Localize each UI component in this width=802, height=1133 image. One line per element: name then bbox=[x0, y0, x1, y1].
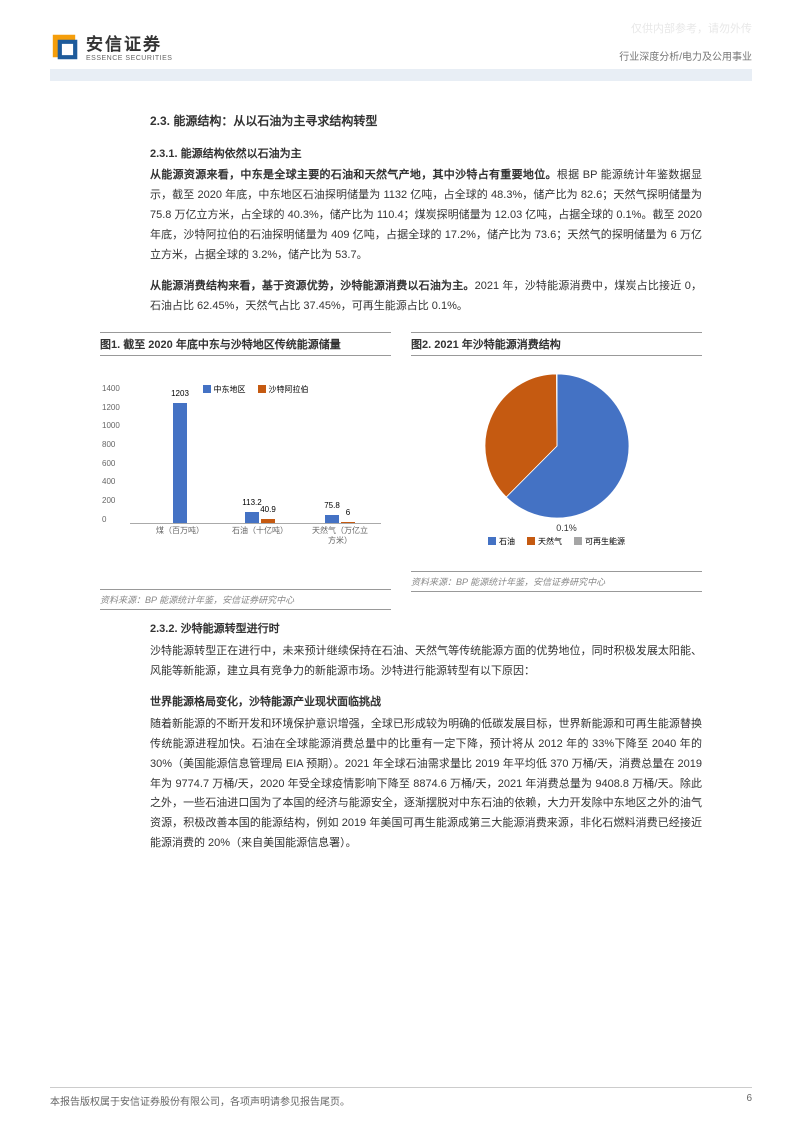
bar-plot: 1203煤（百万吨）113.240.9石油（十亿吨）75.86天然气（万亿立方米… bbox=[130, 384, 381, 524]
pie-svg bbox=[477, 366, 637, 526]
logo-cn: 安信证券 bbox=[86, 30, 172, 55]
logo: 安信证券 ESSENCE SECURITIES bbox=[50, 30, 172, 62]
logo-en: ESSENCE SECURITIES bbox=[86, 55, 172, 62]
bar-yaxis: 0200400600800100012001400 bbox=[102, 384, 120, 524]
pie-labels: 62.45%37.45%0.1% bbox=[477, 531, 637, 691]
section-2-3-title: 2.3. 能源结构：从以石油为主寻求结构转型 bbox=[150, 111, 702, 133]
logo-icon bbox=[50, 32, 78, 60]
footer-page: 6 bbox=[746, 1093, 752, 1108]
bar-chart: 0200400600800100012001400 1203煤（百万吨）113.… bbox=[130, 384, 381, 544]
content-2: 2.3.2. 沙特能源转型进行时 沙特能源转型正在进行中，未来预计继续保持在石油… bbox=[50, 620, 752, 854]
chart1-area: 0200400600800100012001400 1203煤（百万吨）113.… bbox=[100, 384, 391, 584]
section-2-3-1-title: 2.3.1. 能源结构依然以石油为主 bbox=[150, 145, 702, 165]
watermark: 仅供内部参考，请勿外传 bbox=[631, 20, 752, 36]
pie-chart: 62.45%37.45%0.1% bbox=[477, 366, 637, 526]
para-2-3-1-a: 从能源资源来看，中东是全球主要的石油和天然气产地，其中沙特占有重要地位。根据 B… bbox=[150, 166, 702, 265]
chart2-area: 62.45%37.45%0.1% 石油天然气可再生能源 bbox=[411, 366, 702, 566]
content: 2.3. 能源结构：从以石油为主寻求结构转型 2.3.1. 能源结构依然以石油为… bbox=[50, 111, 752, 317]
chart2-title: 图2. 2021 年沙特能源消费结构 bbox=[411, 332, 702, 356]
chart1-source: 资料来源：BP 能源统计年鉴，安信证券研究中心 bbox=[100, 589, 391, 610]
para-text: 根据 BP 能源统计年鉴数据显示，截至 2020 年底，中东地区石油探明储量为 … bbox=[150, 169, 702, 260]
logo-text: 安信证券 ESSENCE SECURITIES bbox=[86, 30, 172, 62]
footer-left: 本报告版权属于安信证券股份有限公司，各项声明请参见报告尾页。 bbox=[50, 1093, 350, 1108]
para-bold: 从能源消费结构来看，基于资源优势，沙特能源消费以石油为主。 bbox=[150, 280, 475, 292]
chart2: 图2. 2021 年沙特能源消费结构 62.45%37.45%0.1% 石油天然… bbox=[411, 332, 702, 610]
para-2-3-2-bold: 世界能源格局变化，沙特能源产业现状面临挑战 bbox=[150, 693, 702, 713]
para-2-3-1-b: 从能源消费结构来看，基于资源优势，沙特能源消费以石油为主。2021 年，沙特能源… bbox=[150, 277, 702, 317]
para-2-3-2-b: 随着新能源的不断开发和环境保护意识增强，全球已形成较为明确的低碳发展目标，世界新… bbox=[150, 715, 702, 854]
footer: 本报告版权属于安信证券股份有限公司，各项声明请参见报告尾页。 6 bbox=[50, 1087, 752, 1108]
header-bar bbox=[50, 69, 752, 81]
chart1-title: 图1. 截至 2020 年底中东与沙特地区传统能源储量 bbox=[100, 332, 391, 356]
para-bold: 从能源资源来看，中东是全球主要的石油和天然气产地，其中沙特占有重要地位。 bbox=[150, 169, 557, 181]
page: 仅供内部参考，请勿外传 安信证券 ESSENCE SECURITIES 行业深度… bbox=[0, 0, 802, 1133]
chart1: 图1. 截至 2020 年底中东与沙特地区传统能源储量 020040060080… bbox=[100, 332, 391, 610]
charts-row: 图1. 截至 2020 年底中东与沙特地区传统能源储量 020040060080… bbox=[50, 332, 752, 610]
